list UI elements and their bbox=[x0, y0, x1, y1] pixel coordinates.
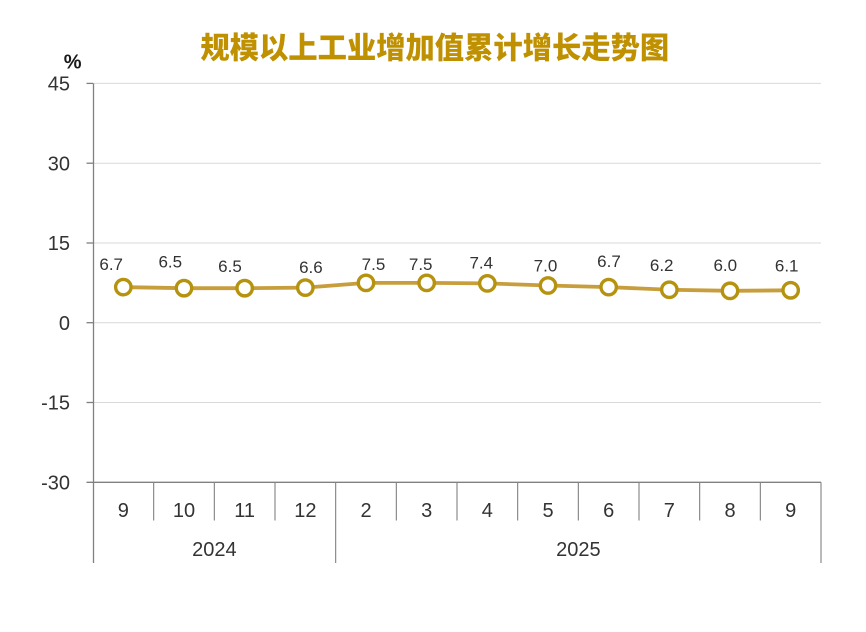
svg-text:-15: -15 bbox=[41, 393, 70, 415]
svg-text:7.4: 7.4 bbox=[469, 254, 493, 273]
svg-text:6.2: 6.2 bbox=[650, 256, 674, 275]
svg-text:2: 2 bbox=[360, 500, 371, 522]
svg-text:6: 6 bbox=[603, 500, 614, 522]
svg-text:45: 45 bbox=[48, 74, 70, 96]
svg-text:6.6: 6.6 bbox=[299, 258, 323, 277]
svg-text:6.1: 6.1 bbox=[775, 257, 799, 276]
svg-text:6.7: 6.7 bbox=[99, 255, 123, 274]
svg-text:11: 11 bbox=[234, 500, 255, 522]
svg-text:%: % bbox=[64, 51, 82, 73]
svg-text:9: 9 bbox=[118, 500, 129, 522]
svg-text:2025: 2025 bbox=[556, 539, 601, 561]
svg-text:15: 15 bbox=[48, 233, 70, 255]
svg-text:6.7: 6.7 bbox=[597, 252, 621, 271]
svg-text:30: 30 bbox=[48, 153, 70, 175]
svg-text:7.5: 7.5 bbox=[362, 255, 386, 274]
svg-text:5: 5 bbox=[542, 500, 553, 522]
svg-text:12: 12 bbox=[294, 500, 316, 522]
svg-text:10: 10 bbox=[173, 500, 195, 522]
svg-text:7: 7 bbox=[664, 500, 675, 522]
svg-text:6.0: 6.0 bbox=[713, 256, 737, 275]
svg-text:0: 0 bbox=[59, 313, 70, 335]
svg-text:7.0: 7.0 bbox=[534, 256, 558, 275]
svg-text:-30: -30 bbox=[41, 473, 70, 495]
svg-text:2024: 2024 bbox=[192, 539, 237, 561]
svg-text:4: 4 bbox=[482, 500, 493, 522]
svg-text:7.5: 7.5 bbox=[409, 255, 433, 274]
svg-text:8: 8 bbox=[724, 500, 735, 522]
svg-text:6.5: 6.5 bbox=[218, 257, 242, 276]
svg-text:6.5: 6.5 bbox=[158, 253, 182, 272]
svg-text:3: 3 bbox=[421, 500, 432, 522]
svg-text:9: 9 bbox=[785, 500, 796, 522]
